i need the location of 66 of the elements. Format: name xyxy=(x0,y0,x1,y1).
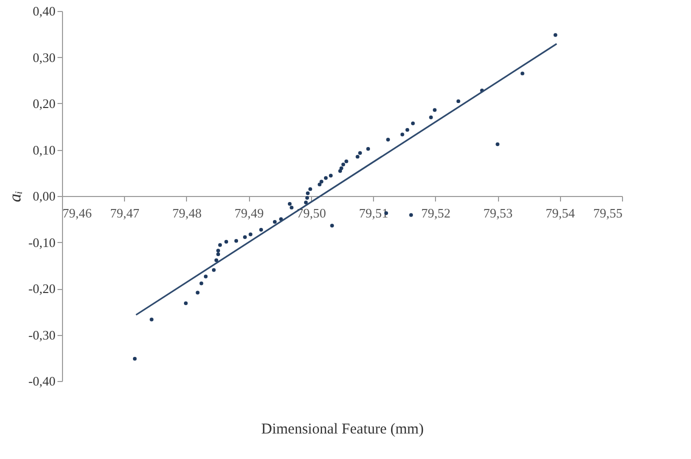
y-tick-label: -0,20 xyxy=(28,281,56,296)
point xyxy=(358,151,362,155)
x-tick-label: 79,49 xyxy=(234,206,264,220)
point xyxy=(344,159,348,164)
point xyxy=(218,243,222,247)
point xyxy=(324,176,328,180)
x-tick-label: 79,51 xyxy=(358,206,388,220)
point xyxy=(304,200,308,204)
x-axis-title: Dimensional Feature (mm) xyxy=(261,422,424,438)
y-axis-title: aᵢ xyxy=(5,190,24,202)
x-tick-label: 79,52 xyxy=(421,206,450,220)
point xyxy=(150,318,154,322)
point xyxy=(328,174,333,178)
x-tick-label: 79,55 xyxy=(593,206,622,220)
x-tick-label: 79,54 xyxy=(546,206,576,220)
y-tick-label: 0,40 xyxy=(32,4,56,18)
point xyxy=(429,116,433,120)
y-tick-label: 0,30 xyxy=(32,50,56,65)
point xyxy=(290,206,294,210)
point xyxy=(320,180,324,184)
point xyxy=(216,248,220,252)
point xyxy=(216,252,220,256)
point xyxy=(308,187,312,191)
point xyxy=(214,258,218,262)
y-tick-label: 0,10 xyxy=(32,142,56,158)
point xyxy=(259,228,263,232)
point xyxy=(366,146,370,151)
point xyxy=(234,238,238,243)
point xyxy=(340,166,344,170)
point xyxy=(196,290,200,295)
y-tick-label: -0,10 xyxy=(28,234,56,250)
point xyxy=(400,132,404,136)
point xyxy=(356,154,360,159)
point xyxy=(288,202,292,206)
y-tick-label: 0,00 xyxy=(32,188,56,204)
point xyxy=(184,301,188,306)
y-tick-label: -0,40 xyxy=(28,374,56,388)
y-tick-label: -0,30 xyxy=(28,327,56,342)
x-tick-label: 79,46 xyxy=(62,206,92,220)
point xyxy=(409,213,413,217)
point xyxy=(318,182,322,186)
point xyxy=(386,138,390,142)
point xyxy=(496,142,500,146)
point xyxy=(411,122,415,126)
point xyxy=(520,72,524,76)
point xyxy=(200,282,204,286)
point xyxy=(212,268,216,272)
point xyxy=(405,128,410,132)
x-tick-label: 79,48 xyxy=(172,206,202,220)
point xyxy=(305,196,310,200)
point xyxy=(132,356,137,361)
point xyxy=(204,274,208,278)
point xyxy=(456,99,460,104)
point xyxy=(554,33,558,37)
point xyxy=(306,191,310,196)
x-tick-label: 79,53 xyxy=(483,206,513,220)
x-tick-label: 79,50 xyxy=(296,206,326,220)
y-tick-label: 0,20 xyxy=(32,96,56,111)
point xyxy=(432,108,437,112)
x-tick-label: 79,47 xyxy=(110,206,140,220)
point xyxy=(243,235,247,240)
point xyxy=(341,162,346,166)
point xyxy=(224,240,228,244)
point xyxy=(272,220,277,224)
point xyxy=(248,232,252,236)
point xyxy=(330,224,334,228)
